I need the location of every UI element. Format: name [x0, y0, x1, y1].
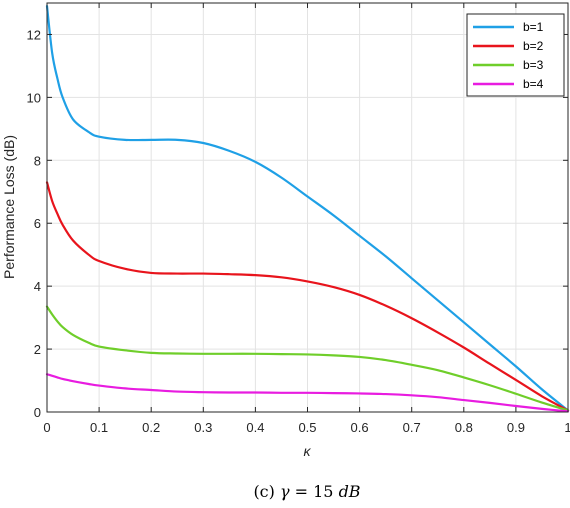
x-tick-label: 0.1	[90, 420, 108, 435]
y-tick-label: 8	[34, 153, 41, 168]
x-tick-label: 0.7	[403, 420, 421, 435]
caption-unit: dB	[339, 482, 361, 501]
x-axis-label: κ	[304, 443, 312, 459]
ticks	[46, 3, 569, 413]
x-tick-label: 1	[564, 420, 570, 435]
y-tick-label: 2	[34, 342, 41, 357]
y-tick-label: 4	[34, 279, 41, 294]
x-tick-label: 0.3	[194, 420, 212, 435]
x-tick-label: 0.9	[507, 420, 525, 435]
x-tick-label: 0.8	[455, 420, 473, 435]
y-tick-label: 10	[27, 90, 41, 105]
series-line-3	[45, 305, 570, 412]
caption-value: = 15	[290, 482, 339, 501]
y-tick-label: 0	[34, 405, 41, 420]
legend: b=1 b=2 b=3 b=4	[466, 13, 565, 97]
series-line-4	[45, 373, 570, 413]
legend-label: b=2	[523, 39, 544, 53]
y-tick-label: 6	[34, 216, 41, 231]
y-axis-label: Performance Loss (dB)	[1, 135, 17, 279]
series-lines	[45, 5, 570, 413]
series-line-1	[45, 5, 570, 412]
y-tick-label: 12	[27, 27, 41, 42]
x-tick-label: 0	[43, 420, 50, 435]
caption-gamma: γ	[280, 482, 290, 501]
series-line-2	[45, 181, 570, 412]
x-tick-label: 0.6	[351, 420, 369, 435]
figure-caption: (c) γ = 15 dB	[253, 482, 360, 501]
x-tick-label: 0.2	[142, 420, 160, 435]
legend-label: b=1	[523, 20, 544, 34]
x-tick-label: 0.4	[246, 420, 264, 435]
legend-label: b=3	[523, 58, 544, 72]
x-tick-label: 0.5	[298, 420, 316, 435]
legend-label: b=4	[523, 77, 544, 91]
caption-prefix: (c)	[253, 482, 280, 501]
